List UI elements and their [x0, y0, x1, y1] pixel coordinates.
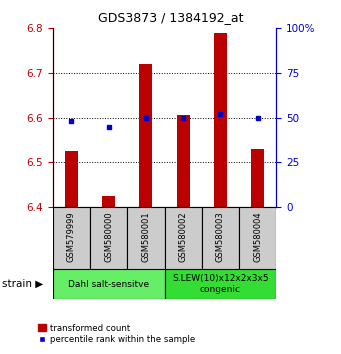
Text: GSM580003: GSM580003 — [216, 211, 225, 262]
Text: GSM579999: GSM579999 — [67, 211, 76, 262]
Bar — [239, 207, 276, 269]
Bar — [53, 207, 90, 269]
Bar — [65, 151, 78, 207]
Bar — [165, 269, 276, 299]
Text: GDS3873 / 1384192_at: GDS3873 / 1384192_at — [98, 11, 243, 24]
Bar — [53, 269, 165, 299]
Bar — [177, 115, 190, 207]
Bar — [127, 207, 165, 269]
Bar — [102, 196, 115, 207]
Text: GSM580004: GSM580004 — [253, 211, 262, 262]
Text: strain ▶: strain ▶ — [2, 279, 43, 289]
Legend: transformed count, percentile rank within the sample: transformed count, percentile rank withi… — [35, 320, 198, 348]
Text: GSM580000: GSM580000 — [104, 211, 113, 262]
Text: Dahl salt-sensitve: Dahl salt-sensitve — [68, 280, 149, 289]
Bar — [165, 207, 202, 269]
Text: GSM580002: GSM580002 — [179, 211, 188, 262]
Bar — [214, 33, 227, 207]
Text: S.LEW(10)x12x2x3x5
congenic: S.LEW(10)x12x2x3x5 congenic — [172, 274, 269, 294]
Bar — [202, 207, 239, 269]
Text: GSM580001: GSM580001 — [142, 211, 150, 262]
Bar — [139, 64, 152, 207]
Bar — [90, 207, 127, 269]
Bar — [251, 149, 264, 207]
